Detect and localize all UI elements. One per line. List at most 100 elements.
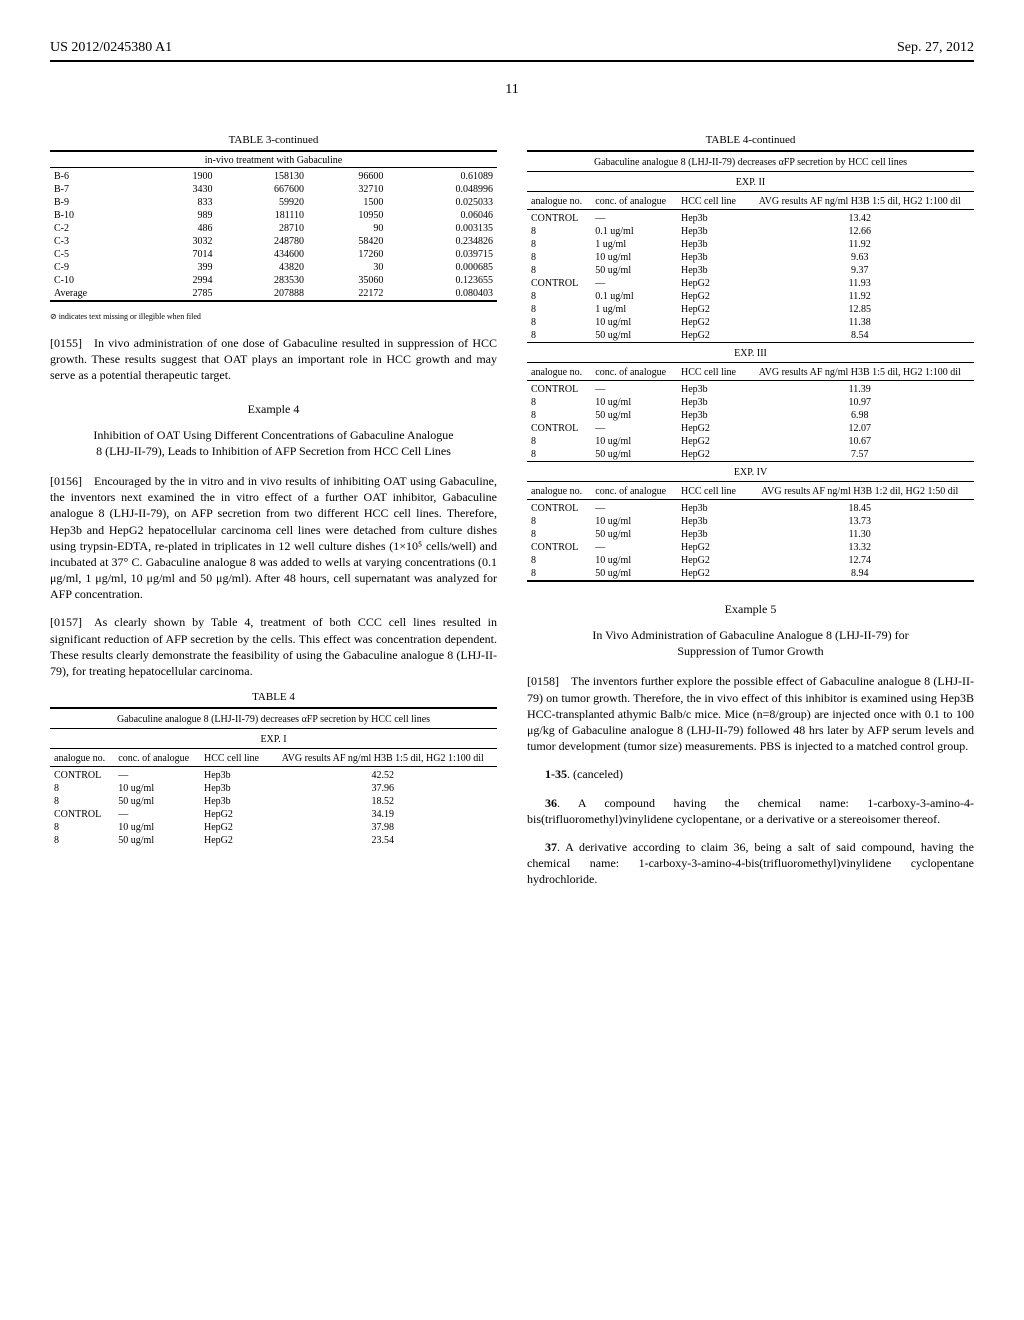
table-cell: 8 xyxy=(527,396,591,409)
table3-footnote: ⊘ indicates text missing or illegible wh… xyxy=(50,312,497,321)
table-cell: C-3 xyxy=(50,235,149,248)
table-cell: C-9 xyxy=(50,261,149,274)
table-cell: Average xyxy=(50,287,149,301)
table-row: CONTROL—Hep3b18.45 xyxy=(527,502,974,515)
table-cell: 11.38 xyxy=(746,316,975,329)
t4c4-h0: analogue no. xyxy=(527,484,591,500)
table-cell: 0.61089 xyxy=(387,170,497,183)
t4c2-h1: conc. of analogue xyxy=(591,194,677,210)
paragraph-0158: [0158] The inventors further explore the… xyxy=(527,673,974,754)
table-cell: 207888 xyxy=(216,287,308,301)
table-cell: 50 ug/ml xyxy=(591,409,677,422)
table-cell: Hep3b xyxy=(677,396,746,409)
table-row: C-57014434600172600.039715 xyxy=(50,248,497,261)
table-cell: 8 xyxy=(527,528,591,541)
table-cell: 22172 xyxy=(308,287,387,301)
table-cell: 0.234826 xyxy=(387,235,497,248)
table-cell: 2785 xyxy=(149,287,216,301)
table-cell: 34.19 xyxy=(269,808,498,821)
table-cell: 50 ug/ml xyxy=(114,795,200,808)
table4-title: TABLE 4 xyxy=(50,691,497,703)
table-cell: 833 xyxy=(149,196,216,209)
table-cell: 12.66 xyxy=(746,225,975,238)
table-cell: HepG2 xyxy=(677,448,746,462)
table-cell: HepG2 xyxy=(677,290,746,303)
table-row: 850 ug/mlHep3b6.98 xyxy=(527,409,974,422)
table-cell: 10 ug/ml xyxy=(114,821,200,834)
table-cell: 399 xyxy=(149,261,216,274)
table-cell: CONTROL xyxy=(50,769,114,782)
t4c-exp4-label: EXP. IV xyxy=(527,464,974,482)
pub-date: Sep. 27, 2012 xyxy=(897,40,974,56)
claims-section: 1-35. (canceled) 36. A compound having t… xyxy=(527,766,974,887)
table-row: 810 ug/mlHepG212.74 xyxy=(527,554,974,567)
table4-exp1-label: EXP. I xyxy=(50,731,497,749)
two-column-layout: TABLE 3-continued in-vivo treatment with… xyxy=(50,128,974,899)
table-cell: 0.048996 xyxy=(387,183,497,196)
table-cell: 11.92 xyxy=(746,238,975,251)
table-row: 80.1 ug/mlHepG211.92 xyxy=(527,290,974,303)
t4-h1: conc. of analogue xyxy=(114,751,200,767)
table-cell: HepG2 xyxy=(677,541,746,554)
table-cell: 1 ug/ml xyxy=(591,303,677,316)
table-cell: 37.96 xyxy=(269,782,498,795)
table-row: 810 ug/mlHepG237.98 xyxy=(50,821,497,834)
table4cont-caption: Gabaculine analogue 8 (LHJ-II-79) decrea… xyxy=(527,154,974,172)
paragraph-0156: [0156] Encouraged by the in vitro and in… xyxy=(50,473,497,603)
table-cell: 0.1 ug/ml xyxy=(591,225,677,238)
claim-37: 37. A derivative according to claim 36, … xyxy=(527,839,974,888)
t4-h0: analogue no. xyxy=(50,751,114,767)
table-row: C-939943820300.000685 xyxy=(50,261,497,274)
table-row: 810 ug/mlHep3b13.73 xyxy=(527,515,974,528)
table-cell: — xyxy=(591,502,677,515)
table-row: 850 ug/mlHep3b9.37 xyxy=(527,264,974,277)
table-row: 81 ug/mlHep3b11.92 xyxy=(527,238,974,251)
table-row: 810 ug/mlHep3b37.96 xyxy=(50,782,497,795)
table-cell: HepG2 xyxy=(677,303,746,316)
table-cell: 18.52 xyxy=(269,795,498,808)
table-cell: 8 xyxy=(527,238,591,251)
table-cell: 3430 xyxy=(149,183,216,196)
table-cell: HepG2 xyxy=(200,821,269,834)
table-cell: — xyxy=(591,422,677,435)
table-cell: 58420 xyxy=(308,235,387,248)
table-cell: 10 ug/ml xyxy=(591,396,677,409)
table-cell: HepG2 xyxy=(677,567,746,581)
table-row: B-10989181110109500.06046 xyxy=(50,209,497,222)
table-cell: — xyxy=(114,769,200,782)
pub-number: US 2012/0245380 A1 xyxy=(50,40,172,56)
table-cell: 8 xyxy=(527,329,591,343)
table4: Gabaculine analogue 8 (LHJ-II-79) decrea… xyxy=(50,707,497,847)
table-cell: 30 xyxy=(308,261,387,274)
table-cell: 12.74 xyxy=(746,554,975,567)
table-cell: 0.06046 xyxy=(387,209,497,222)
header-rule xyxy=(50,60,974,62)
table-row: B-61900158130966000.61089 xyxy=(50,170,497,183)
paragraph-0157: [0157] As clearly shown by Table 4, trea… xyxy=(50,614,497,679)
table-row: 850 ug/mlHepG223.54 xyxy=(50,834,497,847)
table-cell: 50 ug/ml xyxy=(114,834,200,847)
table-cell: 8 xyxy=(527,448,591,462)
table-row: C-248628710900.003135 xyxy=(50,222,497,235)
table-cell: 11.39 xyxy=(746,383,975,396)
table-cell: 50 ug/ml xyxy=(591,448,677,462)
table-cell: CONTROL xyxy=(527,212,591,225)
table-cell: 13.73 xyxy=(746,515,975,528)
table-cell: 17260 xyxy=(308,248,387,261)
table-row: CONTROL—HepG212.07 xyxy=(527,422,974,435)
table-cell: 11.92 xyxy=(746,290,975,303)
table-cell: 18.45 xyxy=(746,502,975,515)
table-cell: 8 xyxy=(527,515,591,528)
t4c3-h1: conc. of analogue xyxy=(591,365,677,381)
table-row: CONTROL—HepG211.93 xyxy=(527,277,974,290)
table-cell: 10 ug/ml xyxy=(114,782,200,795)
table-cell: 12.07 xyxy=(746,422,975,435)
table-cell: 10 ug/ml xyxy=(591,251,677,264)
table-cell: 59920 xyxy=(216,196,308,209)
table3-caption: in-vivo treatment with Gabaculine xyxy=(50,154,497,168)
table-cell: 28710 xyxy=(216,222,308,235)
table-cell: B-9 xyxy=(50,196,149,209)
t4c4-h2: HCC cell line xyxy=(677,484,746,500)
table-cell: 11.93 xyxy=(746,277,975,290)
table-cell: Hep3b xyxy=(200,769,269,782)
